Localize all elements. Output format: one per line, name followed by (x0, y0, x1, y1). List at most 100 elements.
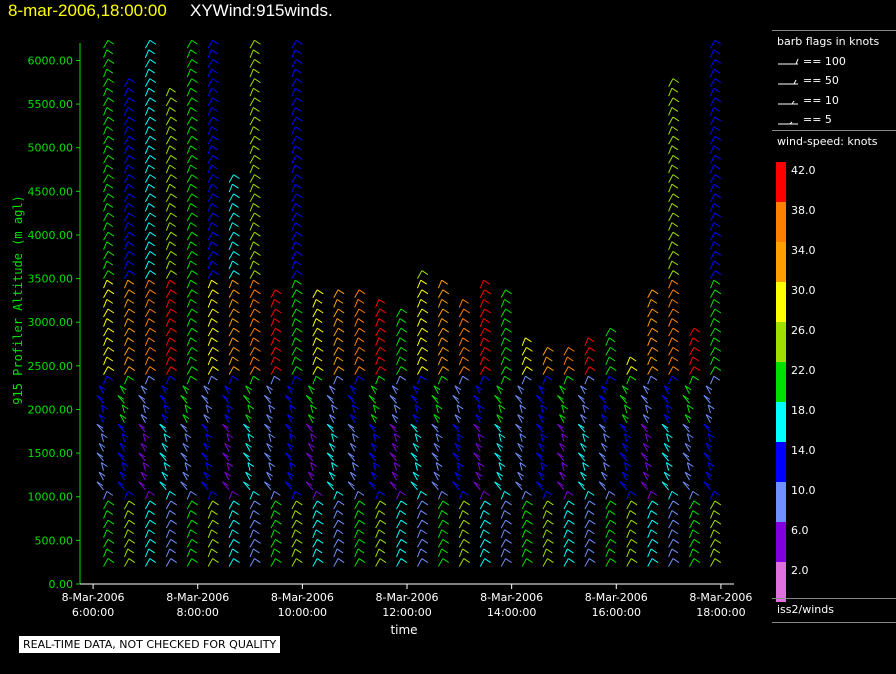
wind-barb-flag (483, 318, 490, 324)
wind-barb (312, 356, 317, 366)
wind-barb-flag (629, 490, 637, 496)
wind-barb (500, 510, 505, 519)
wind-barb (103, 347, 109, 356)
wind-barb-flag (703, 481, 711, 487)
wind-barb-flag (713, 529, 721, 535)
wind-barb (103, 78, 109, 87)
wind-barb-flag (191, 59, 198, 64)
wind-barb (375, 327, 381, 337)
wind-barb-flag (504, 529, 511, 535)
wind-barb-flag (421, 346, 429, 352)
wind-barb (626, 510, 631, 519)
wind-barb-flag (254, 59, 261, 64)
wind-barb-flag (233, 270, 240, 276)
wind-barb (207, 356, 212, 366)
wind-barb (228, 347, 234, 356)
wind-barb (647, 519, 653, 529)
wind-barb-flag (671, 356, 679, 362)
wind-barb (165, 510, 171, 519)
wind-barb-flag (211, 356, 218, 362)
wind-barb-flag (148, 490, 155, 496)
wind-barb (396, 308, 402, 318)
wind-barb (684, 443, 690, 452)
wind-barb-flag (140, 442, 148, 448)
wind-barb-flag (285, 394, 292, 400)
wind-barb (647, 558, 653, 567)
wind-barb (291, 327, 297, 337)
wind-barb (647, 308, 653, 318)
wind-barb (119, 414, 125, 423)
wind-barb-flag (624, 433, 631, 439)
wind-barb-flag (473, 423, 480, 429)
wind-barb (165, 375, 171, 385)
wind-barb-flag (190, 260, 197, 266)
wind-barb (312, 529, 317, 538)
wind-barb (668, 193, 674, 203)
wind-barb (686, 462, 691, 471)
wind-barb (165, 164, 171, 174)
wind-barb-flag (296, 231, 303, 237)
wind-barb (584, 539, 590, 548)
wind-barb-flag (336, 529, 344, 535)
wind-barb-flag (106, 241, 114, 247)
wind-barb-flag (128, 212, 136, 218)
wind-barb (433, 471, 439, 481)
wind-barb-flag (580, 442, 587, 448)
wind-barb (289, 462, 293, 471)
wind-barb (186, 39, 193, 49)
wind-barb-flag (703, 394, 711, 400)
wind-barb-flag (211, 375, 218, 381)
wind-barb (228, 519, 234, 529)
wind-barb (710, 39, 716, 49)
wind-barb-flag (589, 500, 596, 506)
wind-barb (689, 529, 694, 538)
wind-barb (124, 203, 129, 212)
wind-barb-flag (504, 548, 511, 554)
wind-barb-flag (475, 414, 483, 419)
wind-barb-flag (190, 337, 197, 343)
wind-barb-flag (107, 308, 115, 314)
wind-barb (186, 222, 192, 231)
wind-barb-flag (713, 375, 721, 381)
wind-barb-flag (211, 548, 218, 554)
wind-barb (249, 356, 254, 366)
wind-barb-flag (107, 212, 115, 218)
wind-barb (144, 519, 151, 529)
wind-barb (205, 433, 209, 442)
wind-barb-flag (107, 78, 115, 84)
wind-barb (689, 327, 695, 337)
wind-barb (144, 491, 150, 500)
wind-barb (521, 337, 526, 346)
wind-barb (165, 337, 171, 346)
wind-barb-flag (368, 452, 376, 458)
wind-barb-flag (331, 462, 338, 467)
wind-barb (144, 366, 151, 375)
wind-barb (375, 299, 380, 308)
wind-barb-flag (609, 500, 617, 506)
wind-barb-flag (494, 423, 501, 429)
wind-barb-flag (672, 135, 680, 141)
wind-barb (709, 510, 715, 519)
wind-barb-flag (399, 337, 407, 343)
wind-barb-flag (211, 164, 218, 170)
wind-barb-flag (253, 145, 260, 151)
wind-barb-flag (254, 212, 261, 218)
wind-barb-flag (661, 423, 669, 429)
wind-barb-flag (561, 404, 569, 410)
wind-barb-flag (672, 270, 680, 276)
wind-barb-flag (546, 375, 553, 381)
wind-barb (144, 289, 151, 299)
wind-barb (563, 500, 569, 510)
wind-barb-flag (149, 231, 157, 237)
wind-barb-flag (420, 375, 428, 381)
wind-barb (689, 375, 694, 385)
wind-barb (624, 462, 628, 471)
wind-barb-flag (671, 183, 679, 189)
wind-barb-flag (232, 375, 239, 381)
wind-barb (291, 500, 297, 510)
wind-barb-flag (326, 481, 334, 487)
wind-barb (668, 347, 674, 356)
wind-barb (103, 510, 108, 519)
wind-barb-flag (180, 481, 187, 487)
wind-barb-flag (714, 558, 722, 563)
